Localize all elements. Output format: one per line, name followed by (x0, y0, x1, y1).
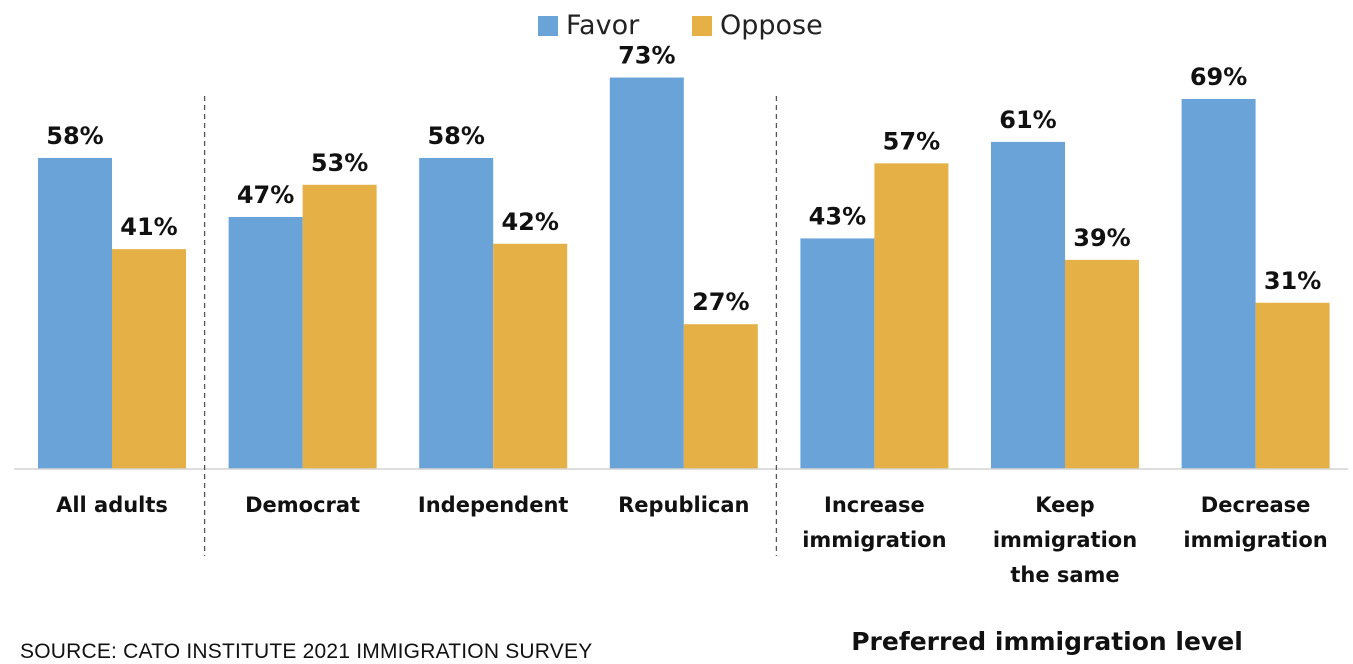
bar-favor-republican (609, 77, 684, 469)
data-label-favor-keep-immigration-the-same: 61% (999, 106, 1056, 134)
legend-swatch-favor (538, 16, 558, 36)
bar-favor-keep-immigration-the-same (991, 141, 1065, 469)
data-label-favor-decrease-immigration: 69% (1190, 63, 1247, 91)
data-label-oppose-all-adults: 41% (120, 213, 177, 241)
category-label-keep-immigration-the-same-line-3: the same (1010, 563, 1119, 587)
data-label-favor-republican: 73% (618, 42, 675, 70)
category-label-republican: Republican (618, 493, 749, 517)
plot-area: 58% 41% All adults 47% 53% Democrat 58% 42% Inde… (14, 42, 1349, 587)
data-label-favor-democrat: 47% (237, 181, 294, 209)
data-label-oppose-increase-immigration: 57% (883, 127, 940, 155)
legend: Favor Oppose (538, 10, 823, 41)
data-label-oppose-democrat: 53% (311, 149, 368, 177)
data-label-oppose-independent: 42% (501, 208, 558, 236)
category-label-keep-immigration-the-same-line-2: immigration (993, 528, 1137, 552)
source-note: SOURCE: CATO INSTITUTE 2021 IMMIGRATION … (20, 640, 593, 663)
bar-favor-increase-immigration (800, 238, 875, 469)
bar-favor-democrat (228, 216, 303, 469)
group-title: Preferred immigration level (851, 627, 1243, 656)
bar-oppose-republican (683, 324, 758, 469)
data-label-favor-all-adults: 58% (46, 122, 103, 150)
category-label-increase-immigration-line-2: immigration (802, 528, 946, 552)
data-label-favor-independent: 58% (427, 122, 484, 150)
legend-swatch-oppose (692, 16, 712, 36)
bar-oppose-all-adults (112, 249, 186, 469)
bar-oppose-democrat (302, 184, 377, 469)
data-label-oppose-keep-immigration-the-same: 39% (1073, 224, 1130, 252)
bar-favor-independent (419, 157, 494, 469)
category-label-all-adults: All adults (56, 493, 168, 517)
bar-oppose-decrease-immigration (1255, 302, 1330, 469)
category-label-decrease-immigration-line-2: immigration (1183, 528, 1327, 552)
category-label-decrease-immigration-line-1: Decrease (1201, 493, 1311, 517)
data-label-favor-increase-immigration: 43% (809, 202, 866, 230)
bar-oppose-increase-immigration (874, 163, 949, 469)
legend-label-oppose: Oppose (720, 10, 823, 41)
bar-favor-decrease-immigration (1181, 98, 1256, 470)
category-label-increase-immigration-line-1: Increase (824, 493, 925, 517)
bar-favor-all-adults (38, 157, 112, 469)
category-label-keep-immigration-the-same-line-1: Keep (1035, 493, 1094, 517)
bar-oppose-independent (493, 243, 568, 469)
legend-label-favor: Favor (566, 10, 640, 41)
category-label-independent: Independent (418, 493, 569, 517)
category-label-democrat: Democrat (245, 493, 360, 517)
data-label-oppose-republican: 27% (692, 288, 749, 316)
data-label-oppose-decrease-immigration: 31% (1264, 267, 1321, 295)
bar-oppose-keep-immigration-the-same (1065, 259, 1139, 469)
